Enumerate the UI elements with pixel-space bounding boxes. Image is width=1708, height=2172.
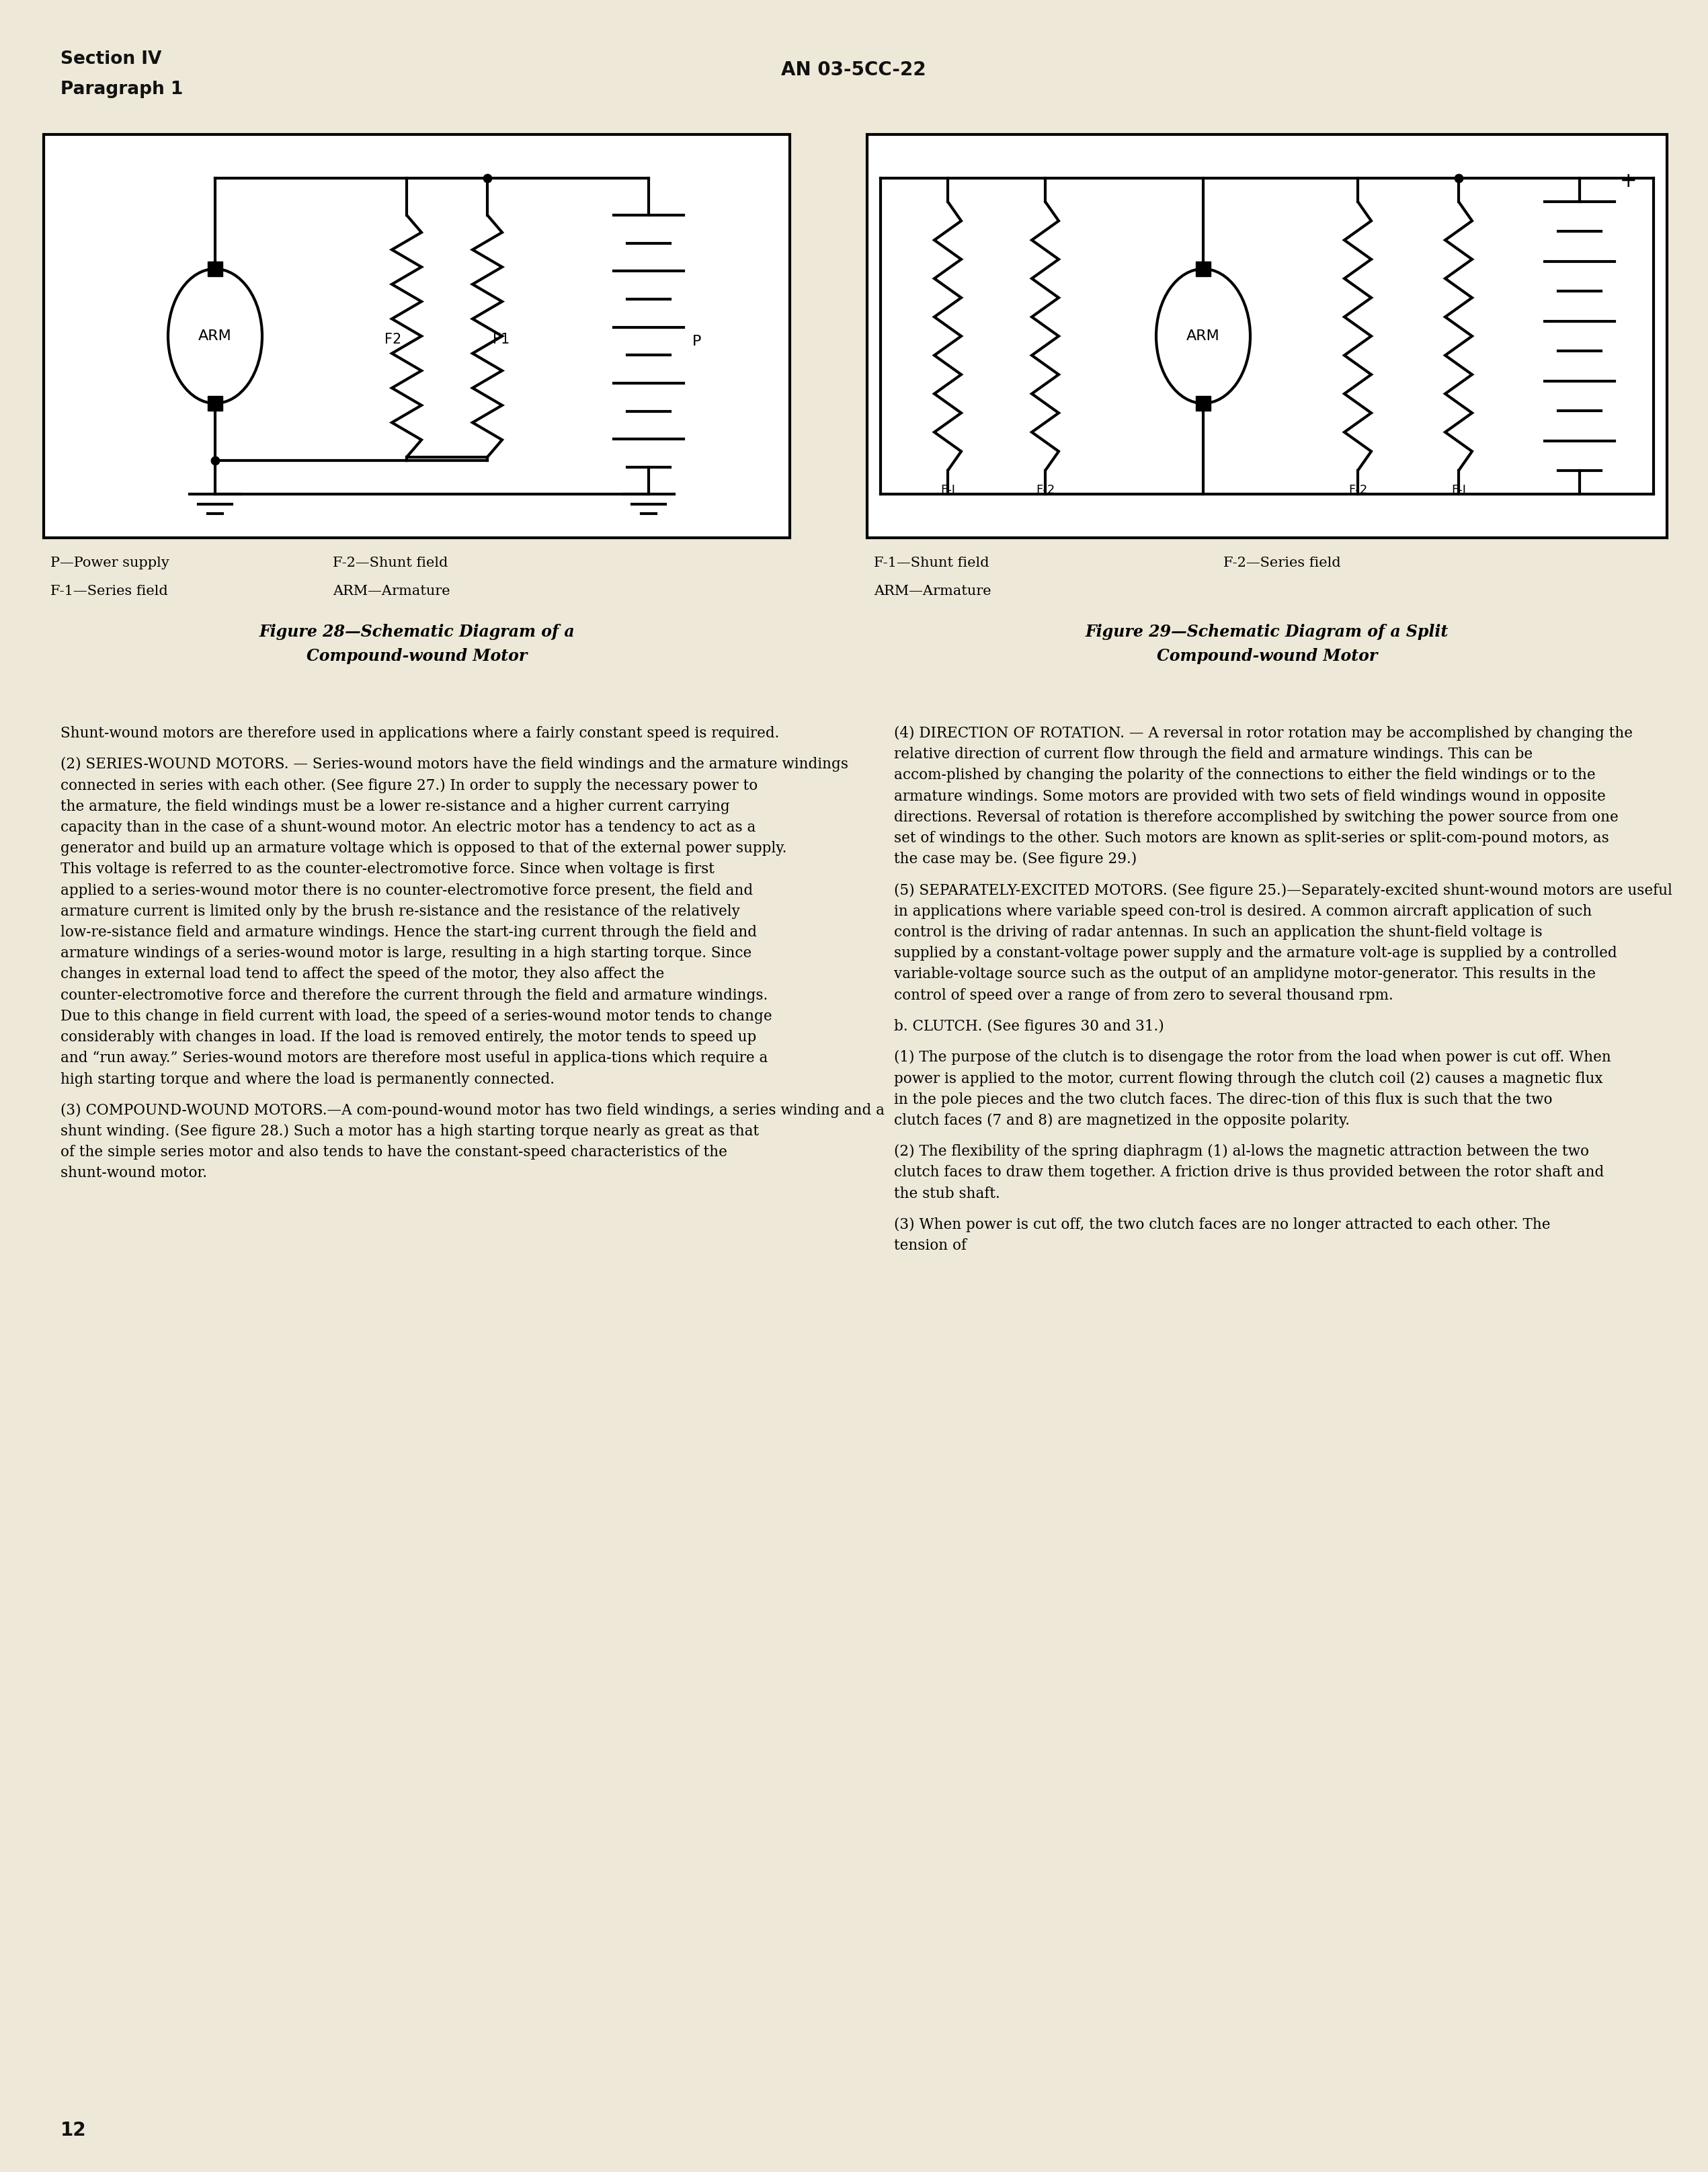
Text: in the pole pieces and the two clutch faces. The direc-tion of this flux is such: in the pole pieces and the two clutch fa… [893,1093,1553,1108]
Text: F-2: F-2 [1035,484,1056,495]
Text: (3) COMPOUND-WOUND MOTORS.—A com-pound-wound motor has two field windings, a ser: (3) COMPOUND-WOUND MOTORS.—A com-pound-w… [60,1103,885,1119]
Text: +: + [1619,172,1638,191]
Bar [1196,261,1211,276]
Text: counter-electromotive force and therefore the current through the field and arma: counter-electromotive force and therefor… [60,988,769,1003]
Text: in applications where variable speed con-trol is desired. A common aircraft appl: in applications where variable speed con… [893,904,1592,919]
Text: b. CLUTCH. (See figures 30 and 31.): b. CLUTCH. (See figures 30 and 31.) [893,1019,1165,1034]
Text: Figure 29—Schematic Diagram of a Split: Figure 29—Schematic Diagram of a Split [1086,623,1448,641]
Text: shunt-wound motor.: shunt-wound motor. [60,1166,207,1182]
Text: clutch faces (7 and 8) are magnetized in the opposite polarity.: clutch faces (7 and 8) are magnetized in… [893,1112,1349,1127]
Text: high starting torque and where the load is permanently connected.: high starting torque and where the load … [60,1073,555,1086]
Bar [1196,395,1211,411]
Text: control is the driving of radar antennas. In such an application the shunt-field: control is the driving of radar antennas… [893,925,1542,940]
Text: P—Power supply: P—Power supply [51,556,169,569]
Bar [44,135,789,539]
Ellipse shape [1156,269,1250,404]
Text: P: P [692,334,702,348]
Text: ARM—Armature: ARM—Armature [874,584,991,597]
Text: the armature, the field windings must be a lower re-sistance and a higher curren: the armature, the field windings must be… [60,799,729,814]
Text: ARM: ARM [198,330,232,343]
Text: ARM—Armature: ARM—Armature [333,584,451,597]
Text: of the simple series motor and also tends to have the constant-speed characteris: of the simple series motor and also tend… [60,1145,728,1160]
Text: (3) When power is cut off, the two clutch faces are no longer attracted to each : (3) When power is cut off, the two clutc… [893,1216,1551,1232]
Bar [208,395,222,411]
Text: capacity than in the case of a shunt-wound motor. An electric motor has a tenden: capacity than in the case of a shunt-wou… [60,821,755,834]
Text: (4) DIRECTION OF ROTATION. — A reversal in rotor rotation may be accomplished by: (4) DIRECTION OF ROTATION. — A reversal … [893,725,1633,741]
Text: Shunt-wound motors are therefore used in applications where a fairly constant sp: Shunt-wound motors are therefore used in… [60,725,779,741]
Ellipse shape [167,269,261,404]
Text: F-1—Series field: F-1—Series field [51,584,167,597]
Text: clutch faces to draw them together. A friction drive is thus provided between th: clutch faces to draw them together. A fr… [893,1164,1604,1179]
Text: F-2—Shunt field: F-2—Shunt field [333,556,447,569]
Text: F-2: F-2 [1348,484,1368,495]
Text: (2) The flexibility of the spring diaphragm (1) al-lows the magnetic attraction : (2) The flexibility of the spring diaphr… [893,1145,1588,1160]
Text: considerably with changes in load. If the load is removed entirely, the motor te: considerably with changes in load. If th… [60,1030,757,1045]
Text: applied to a series-wound motor there is no counter-electromotive force present,: applied to a series-wound motor there is… [60,884,753,897]
Text: F-2—Series field: F-2—Series field [1223,556,1341,569]
Text: supplied by a constant-voltage power supply and the armature volt-age is supplie: supplied by a constant-voltage power sup… [893,947,1617,960]
Text: tension of: tension of [893,1238,967,1253]
Bar [868,135,1667,539]
Text: control of speed over a range of from zero to several thousand rpm.: control of speed over a range of from ze… [893,988,1394,1003]
Text: the stub shaft.: the stub shaft. [893,1186,999,1201]
Text: armature windings of a series-wound motor is large, resulting in a high starting: armature windings of a series-wound moto… [60,947,752,960]
Text: Paragraph 1: Paragraph 1 [60,80,183,98]
Text: F-1—Shunt field: F-1—Shunt field [874,556,989,569]
Text: F1: F1 [492,332,509,345]
Text: This voltage is referred to as the counter-electromotive force. Since when volta: This voltage is referred to as the count… [60,862,714,877]
Text: changes in external load tend to affect the speed of the motor, they also affect: changes in external load tend to affect … [60,967,664,982]
Text: accom-plished by changing the polarity of the connections to either the field wi: accom-plished by changing the polarity o… [893,769,1595,782]
Text: Compound-wound Motor: Compound-wound Motor [306,647,528,665]
Text: power is applied to the motor, current flowing through the clutch coil (2) cause: power is applied to the motor, current f… [893,1071,1602,1086]
Text: (5) SEPARATELY-EXCITED MOTORS. (See figure 25.)—Separately-excited shunt-wound m: (5) SEPARATELY-EXCITED MOTORS. (See figu… [893,884,1672,897]
Bar [208,261,222,276]
Text: ARM: ARM [1187,330,1220,343]
Text: and “run away.” Series-wound motors are therefore most useful in applica-tions w: and “run away.” Series-wound motors are … [60,1051,769,1066]
Text: F-I: F-I [1452,484,1465,495]
Text: (1) The purpose of the clutch is to disengage the rotor from the load when power: (1) The purpose of the clutch is to dise… [893,1051,1611,1064]
Text: relative direction of current flow through the field and armature windings. This: relative direction of current flow throu… [893,747,1532,762]
Text: variable-voltage source such as the output of an amplidyne motor-generator. This: variable-voltage source such as the outp… [893,967,1595,982]
Text: Section IV: Section IV [60,50,162,67]
Text: set of windings to the other. Such motors are known as split-series or split-com: set of windings to the other. Such motor… [893,832,1609,845]
Text: Due to this change in field current with load, the speed of a series-wound motor: Due to this change in field current with… [60,1010,772,1023]
Text: Figure 28—Schematic Diagram of a: Figure 28—Schematic Diagram of a [260,623,574,641]
Text: Compound-wound Motor: Compound-wound Motor [1156,647,1377,665]
Text: 12: 12 [60,2120,87,2139]
Text: the case may be. (See figure 29.): the case may be. (See figure 29.) [893,851,1138,867]
Text: AN 03-5CC-22: AN 03-5CC-22 [781,61,926,80]
Text: shunt winding. (See figure 28.) Such a motor has a high starting torque nearly a: shunt winding. (See figure 28.) Such a m… [60,1123,758,1138]
Text: F2: F2 [384,332,401,345]
Text: (2) SERIES-WOUND MOTORS. — Series-wound motors have the field windings and the a: (2) SERIES-WOUND MOTORS. — Series-wound … [60,758,849,771]
Text: low-re-sistance field and armature windings. Hence the start-ing current through: low-re-sistance field and armature windi… [60,925,757,940]
Text: F-I: F-I [941,484,955,495]
Text: directions. Reversal of rotation is therefore accomplished by switching the powe: directions. Reversal of rotation is ther… [893,810,1619,825]
Text: generator and build up an armature voltage which is opposed to that of the exter: generator and build up an armature volta… [60,841,787,856]
Text: armature current is limited only by the brush re-sistance and the resistance of : armature current is limited only by the … [60,904,740,919]
Text: connected in series with each other. (See figure 27.) In order to supply the nec: connected in series with each other. (Se… [60,778,758,793]
Text: armature windings. Some motors are provided with two sets of field windings woun: armature windings. Some motors are provi… [893,788,1606,804]
